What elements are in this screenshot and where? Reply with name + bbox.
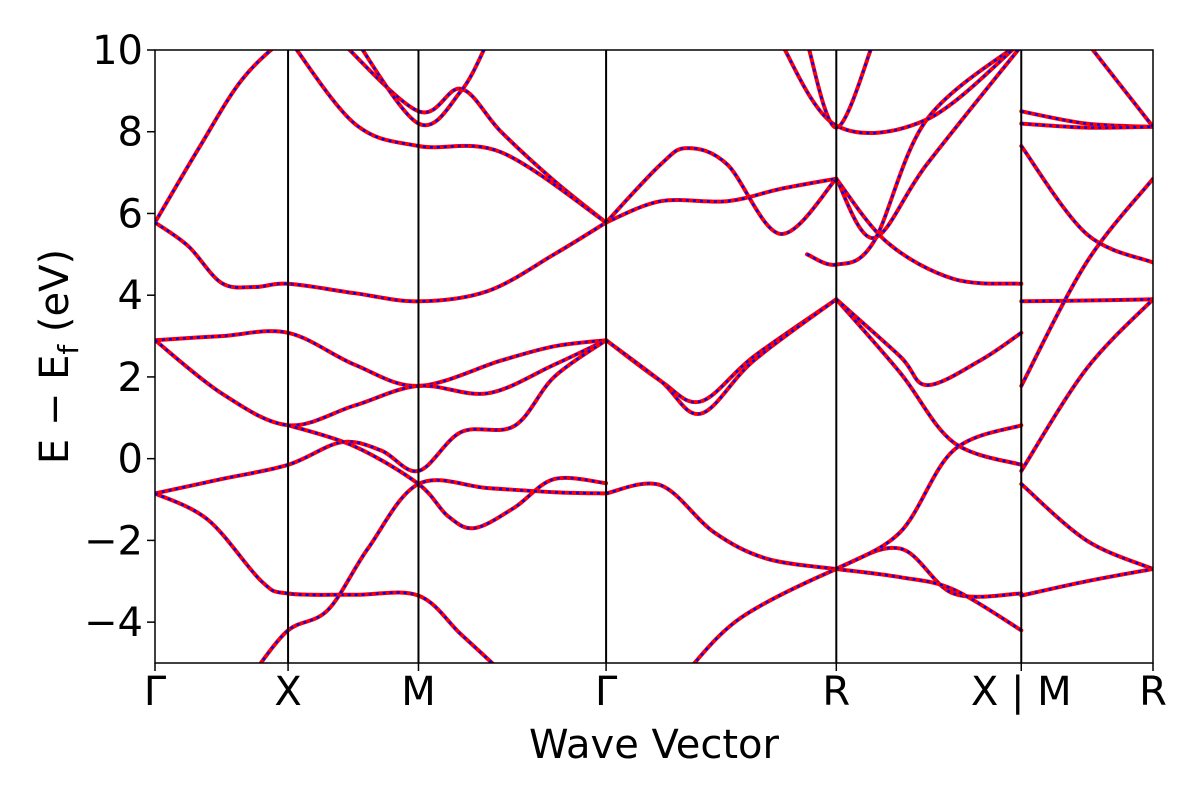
band-line-19 [834, 176, 1024, 286]
y-axis-label-unit: (eV) [32, 249, 78, 345]
band-line-1 [155, 50, 275, 225]
band-line-33-dashed [1020, 483, 1153, 571]
x-tick-label: X | M [971, 669, 1072, 715]
band-line-31-dashed [1021, 298, 1153, 303]
x-tick-label: Γ [144, 669, 167, 715]
band-line-5-dashed [155, 339, 607, 495]
x-axis-ticks: Γ X M Γ R X | M R [144, 663, 1167, 715]
band-line-7-dashed [155, 492, 494, 663]
high-symmetry-lines [287, 50, 1023, 663]
band-line-22 [782, 50, 1016, 136]
band-line-27-dashed [1021, 110, 1153, 129]
y-tick-label: 4 [118, 273, 143, 319]
band-line-24 [346, 50, 609, 225]
band-line-32 [1019, 297, 1153, 473]
band-line-20-dashed [835, 50, 1020, 240]
band-line-30-dashed [1020, 177, 1153, 387]
x-tick-label: X [274, 669, 301, 715]
y-axis-label-main: E − E [32, 355, 78, 465]
band-line-23-dashed [808, 50, 872, 129]
band-line-26-dashed [361, 50, 486, 127]
x-tick-label: R [822, 669, 850, 715]
y-tick-label: 6 [118, 191, 143, 237]
band-line-8 [258, 478, 609, 663]
band-line-12-dashed [605, 177, 837, 224]
band-line-28-dashed [1021, 122, 1153, 130]
band-lines [155, 50, 1153, 663]
band-line-21-dashed [806, 50, 1013, 267]
y-tick-label: 2 [118, 355, 143, 401]
band-line-29-dashed [1020, 145, 1153, 264]
band-line-11-dashed [605, 298, 838, 416]
band-line-13 [604, 146, 839, 236]
band-line-21 [805, 50, 1014, 267]
band-line-18-dashed [835, 298, 1022, 387]
band-line-25 [294, 50, 609, 225]
band-line-2-dashed [155, 221, 607, 303]
y-axis-label: E − Ef (eV) [32, 249, 85, 464]
band-line-15 [834, 567, 1024, 633]
band-line-11 [604, 297, 839, 416]
band-line-4 [155, 338, 609, 428]
x-axis-label: Wave Vector [529, 722, 780, 768]
band-line-1-dashed [155, 50, 273, 224]
band-line-30 [1019, 176, 1153, 388]
y-tick-label: 8 [118, 110, 143, 156]
band-line-14-dashed [692, 546, 1022, 663]
y-tick-label: −2 [84, 518, 143, 564]
y-tick-label: −4 [84, 600, 143, 646]
band-line-3 [155, 329, 609, 388]
band-line-33 [1019, 482, 1153, 571]
band-line-22-dashed [783, 50, 1014, 135]
band-line-18 [834, 297, 1024, 388]
y-axis-label-subscript: f [52, 344, 85, 355]
band-line-25-dashed [295, 50, 607, 224]
band-line-10-dashed [605, 298, 838, 404]
band-line-34-dashed [1021, 567, 1153, 597]
band-line-17 [834, 297, 1024, 467]
band-line-9-dashed [605, 482, 837, 571]
x-tick-label: R [1139, 669, 1167, 715]
band-line-32-dashed [1020, 298, 1153, 472]
band-line-3-dashed [155, 329, 607, 388]
band-line-14 [691, 545, 1024, 663]
band-line-2 [155, 220, 609, 304]
band-line-16-dashed [835, 424, 1022, 571]
y-tick-label: 10 [92, 28, 143, 74]
x-tick-label: Γ [595, 669, 618, 715]
band-line-16 [834, 423, 1024, 571]
y-axis-ticks: −4 −2 0 2 4 6 8 10 [84, 28, 155, 646]
band-line-9 [604, 481, 839, 571]
band-line-4-dashed [155, 339, 607, 427]
band-line-8-dashed [259, 479, 607, 663]
y-tick-label: 0 [118, 437, 143, 483]
band-line-5 [155, 338, 609, 496]
band-line-6 [286, 423, 609, 531]
band-line-35-dashed [1091, 50, 1153, 128]
plot-frame [154, 49, 1154, 664]
band-line-15-dashed [836, 567, 1022, 632]
x-tick-label: M [401, 669, 436, 715]
